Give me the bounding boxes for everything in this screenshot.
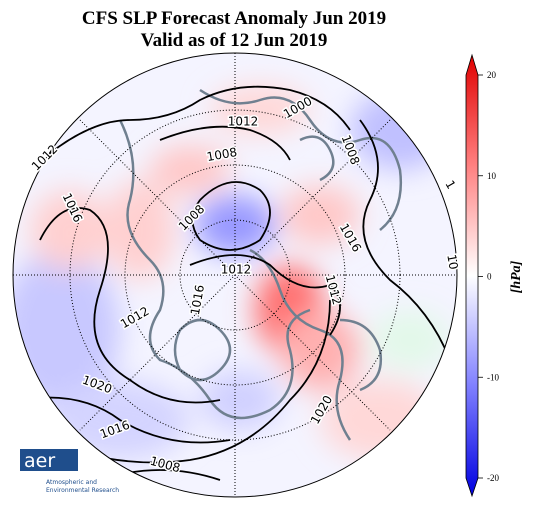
contour-label: 10 xyxy=(444,253,460,270)
logo-name: aer xyxy=(24,450,55,472)
colorbar-tick-label: 10 xyxy=(487,171,497,181)
isobars xyxy=(19,85,451,481)
map-boundary xyxy=(12,52,458,498)
colorbar-tick-label: -10 xyxy=(487,372,499,382)
colorbar-label: [hPa] xyxy=(509,260,524,293)
title-line: Valid as of 12 Jun 2019 xyxy=(141,30,328,51)
colorbar-tick-label: 0 xyxy=(487,272,492,282)
colorbar xyxy=(465,53,479,498)
contour-label: 1012 xyxy=(221,263,252,277)
colorbar-bar xyxy=(465,53,479,498)
contour-label: 1 xyxy=(442,178,458,192)
colorbar-tick-label: 20 xyxy=(487,70,497,80)
title-line: CFS SLP Forecast Anomaly Jun 2019 xyxy=(82,8,386,29)
contour-label: 1012 xyxy=(228,115,259,129)
contour-label: 1016 xyxy=(188,284,207,317)
graticule xyxy=(13,53,457,497)
coastlines xyxy=(118,88,402,441)
logo-text: Environmental Research xyxy=(46,487,119,494)
logo-text: Atmospheric and xyxy=(46,479,97,486)
colorbar-tick-label: -20 xyxy=(487,473,499,483)
logo: aer Atmospheric and Environmental Resear… xyxy=(20,449,119,494)
logo-box xyxy=(20,449,78,471)
contour-label: 1008 xyxy=(206,145,239,164)
